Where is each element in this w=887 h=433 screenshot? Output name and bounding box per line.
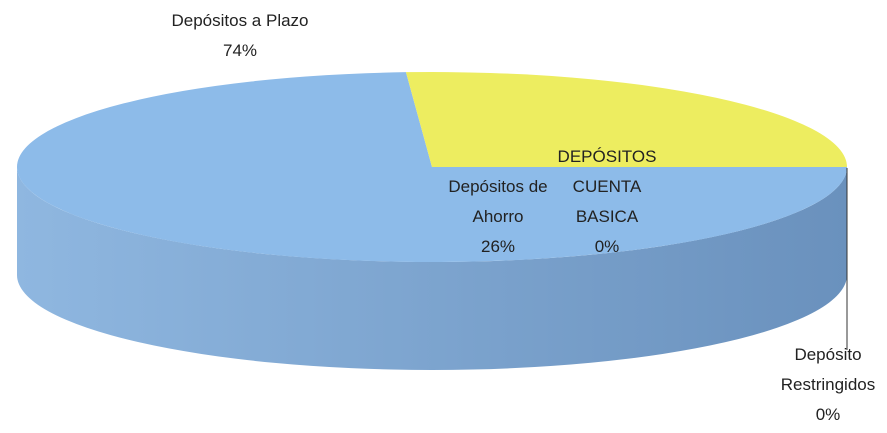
value-label: 74% (222, 41, 258, 60)
pie-slice (17, 72, 848, 262)
value-label: 0% (594, 237, 620, 256)
category-label: DEPÓSITOS CUENTA BASICA (557, 147, 657, 226)
data-label: DEPÓSITOS CUENTA BASICA 0% (542, 142, 672, 262)
value-label: 26% (480, 237, 516, 256)
value-label: 0% (815, 405, 841, 424)
category-label: Depósitos a Plazo (171, 11, 309, 30)
data-label: Depósitos de Ahorro 26% (428, 172, 568, 262)
pie-side (17, 167, 847, 370)
category-label: Depósitos de Ahorro (448, 177, 548, 226)
data-label: Depósito Restringidos 0% (763, 340, 887, 430)
data-label: Depósitos a Plazo 74% (165, 6, 315, 66)
pie-slice (405, 72, 847, 167)
category-label: Depósito Restringidos (780, 345, 876, 394)
